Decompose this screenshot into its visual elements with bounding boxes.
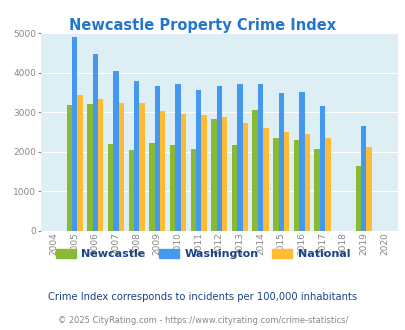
Bar — [128, 150, 134, 231]
Text: © 2025 CityRating.com - https://www.cityrating.com/crime-statistics/: © 2025 CityRating.com - https://www.city… — [58, 316, 347, 325]
Bar — [231, 145, 237, 231]
Bar — [355, 166, 360, 231]
Bar — [201, 115, 206, 231]
Text: Newcastle Property Crime Index: Newcastle Property Crime Index — [69, 18, 336, 33]
Bar — [87, 104, 92, 231]
Bar — [360, 126, 366, 231]
Bar — [252, 110, 257, 231]
Text: Crime Index corresponds to incidents per 100,000 inhabitants: Crime Index corresponds to incidents per… — [48, 292, 357, 302]
Bar — [237, 84, 242, 231]
Bar — [169, 146, 175, 231]
Bar — [242, 123, 247, 231]
Bar — [298, 92, 304, 231]
Bar — [92, 54, 98, 231]
Bar — [324, 138, 330, 231]
Bar — [160, 111, 165, 231]
Bar — [313, 148, 319, 231]
Bar — [154, 86, 160, 231]
Bar — [273, 138, 278, 231]
Bar — [108, 144, 113, 231]
Bar — [77, 95, 83, 231]
Bar — [190, 149, 196, 231]
Bar — [304, 134, 309, 231]
Bar — [257, 84, 262, 231]
Bar — [222, 117, 227, 231]
Bar — [319, 106, 324, 231]
Bar — [262, 128, 268, 231]
Bar — [66, 105, 72, 231]
Legend: Newcastle, Washington, National: Newcastle, Washington, National — [51, 244, 354, 263]
Bar — [278, 93, 283, 231]
Bar — [211, 118, 216, 231]
Bar — [113, 71, 118, 231]
Bar — [175, 84, 180, 231]
Bar — [134, 81, 139, 231]
Bar — [118, 103, 124, 231]
Bar — [149, 143, 154, 231]
Bar — [139, 103, 144, 231]
Bar — [196, 90, 201, 231]
Bar — [293, 140, 298, 231]
Bar — [283, 132, 288, 231]
Bar — [72, 37, 77, 231]
Bar — [180, 114, 185, 231]
Bar — [98, 99, 103, 231]
Bar — [366, 147, 371, 231]
Bar — [216, 86, 222, 231]
